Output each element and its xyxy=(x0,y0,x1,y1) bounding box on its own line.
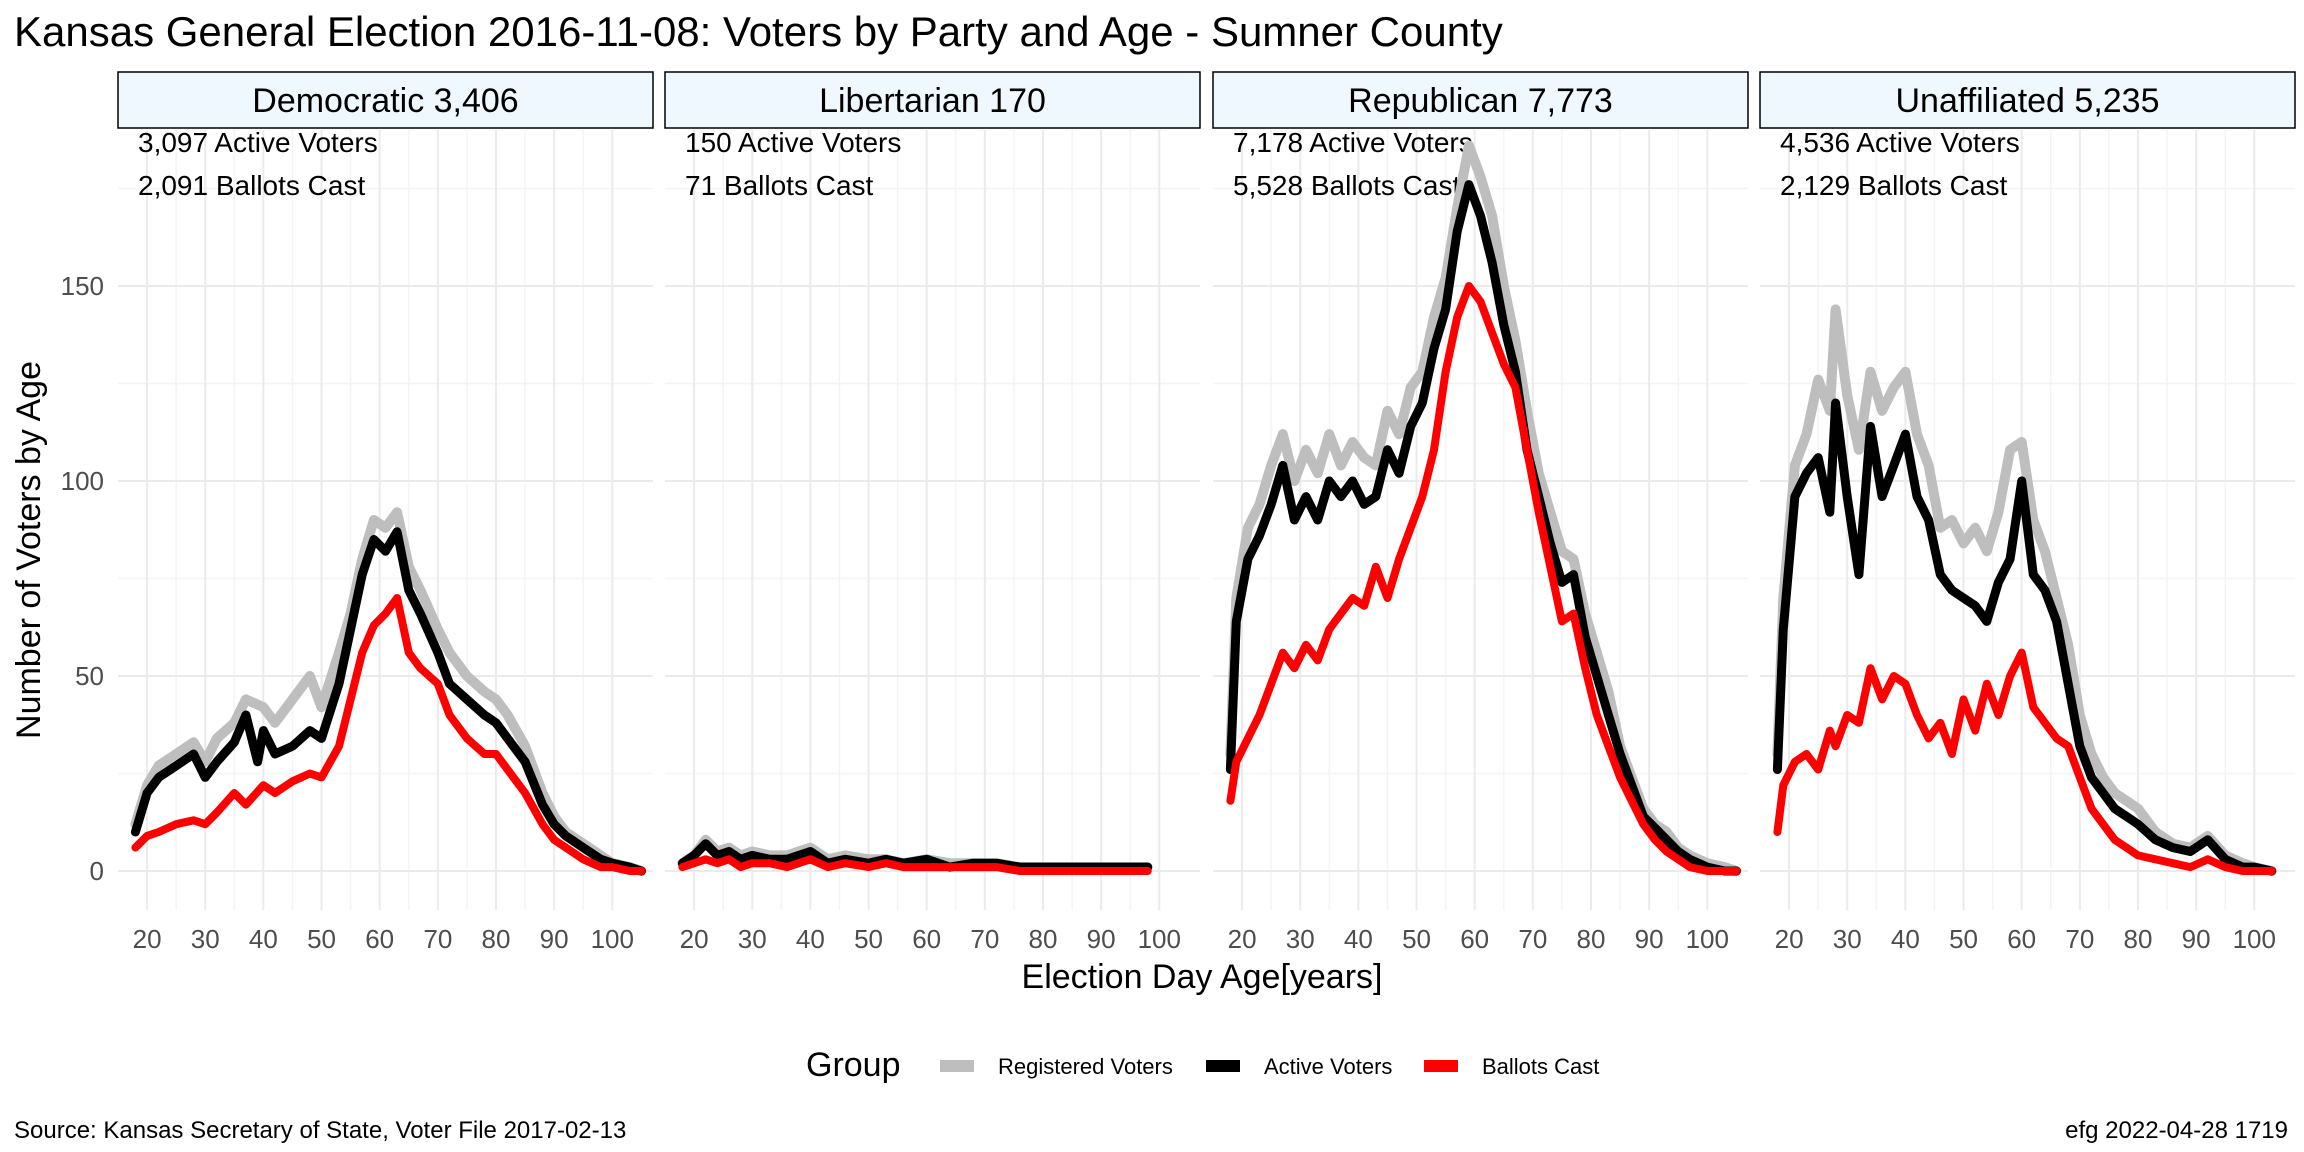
facet-strip-label: Unaffiliated 5,235 xyxy=(1895,82,2159,120)
x-tick-label: 30 xyxy=(1833,924,1862,954)
y-axis-title: Number of Voters by Age xyxy=(10,361,48,739)
series-line-registered-voters xyxy=(1772,304,2277,876)
x-tick-label: 70 xyxy=(423,924,452,954)
x-tick-label: 40 xyxy=(249,924,278,954)
facet-strip xyxy=(117,71,654,129)
legend-label: Ballots Cast xyxy=(1482,1054,1599,1079)
x-tick-label: 20 xyxy=(1775,924,1804,954)
panel-annotation: 5,528 Ballots Cast xyxy=(1233,170,1460,201)
panel-annotation: 2,129 Ballots Cast xyxy=(1780,170,2007,201)
x-tick-label: 60 xyxy=(1460,924,1489,954)
x-tick-label: 30 xyxy=(738,924,767,954)
legend: Group Registered Voters Active Voters Ball… xyxy=(806,1046,1599,1084)
x-tick-label: 60 xyxy=(912,924,941,954)
series-line-active-voters xyxy=(1772,398,2277,876)
x-tick-label: 100 xyxy=(591,924,634,954)
facet-strip-label: Libertarian 170 xyxy=(819,82,1046,120)
x-tick-label: 40 xyxy=(1891,924,1920,954)
panel-annotation: 3,097 Active Voters xyxy=(138,127,378,158)
legend-label: Registered Voters xyxy=(998,1054,1173,1079)
facet-strip xyxy=(664,71,1201,129)
facet-strip-label: Republican 7,773 xyxy=(1348,82,1613,120)
facet-strip xyxy=(1759,71,2296,129)
panel-annotation: 4,536 Active Voters xyxy=(1780,127,2020,158)
x-tick-label: 70 xyxy=(1518,924,1547,954)
timestamp-caption: efg 2022-04-28 1719 xyxy=(2065,1117,2288,1144)
x-tick-label: 20 xyxy=(133,924,162,954)
x-tick-label: 80 xyxy=(1029,924,1058,954)
x-tick-label: 100 xyxy=(1686,924,1729,954)
x-tick-label: 70 xyxy=(970,924,999,954)
x-tick-label: 80 xyxy=(1577,924,1606,954)
x-tick-label: 20 xyxy=(680,924,709,954)
facet-panel-3: Republican 7,773 7,178 Active Voters 5,528… xyxy=(1212,71,1749,954)
panel-annotation: 2,091 Ballots Cast xyxy=(138,170,365,201)
x-tick-label: 80 xyxy=(2124,924,2153,954)
x-tick-label: 100 xyxy=(2233,924,2276,954)
panel-annotation: 71 Ballots Cast xyxy=(685,170,874,201)
facet-panels: Democratic 3,406 3,097 Active Voters 2,091… xyxy=(61,71,2296,954)
facet-strip-label: Democratic 3,406 xyxy=(252,82,518,120)
y-tick-label: 50 xyxy=(75,661,104,691)
series-line-ballots-cast xyxy=(1773,648,2276,875)
x-tick-label: 40 xyxy=(1344,924,1373,954)
series-line-registered-voters xyxy=(1225,140,1742,876)
x-tick-label: 60 xyxy=(2007,924,2036,954)
x-tick-label: 80 xyxy=(482,924,511,954)
x-tick-label: 30 xyxy=(1286,924,1315,954)
source-caption: Source: Kansas Secretary of State, Voter… xyxy=(14,1117,626,1144)
x-tick-label: 90 xyxy=(1087,924,1116,954)
facet-strip xyxy=(1212,71,1749,129)
x-tick-label: 20 xyxy=(1228,924,1257,954)
series-line-ballots-cast xyxy=(678,855,1152,875)
series-line-ballots-cast xyxy=(1226,282,1741,875)
x-tick-label: 90 xyxy=(1635,924,1664,954)
x-axis-title: Election Day Age[years] xyxy=(1022,958,1383,996)
x-tick-label: 50 xyxy=(854,924,883,954)
facet-panel-1: Democratic 3,406 3,097 Active Voters 2,091… xyxy=(117,71,654,954)
panel-annotation: 7,178 Active Voters xyxy=(1233,127,1473,158)
x-tick-label: 40 xyxy=(796,924,825,954)
x-tick-label: 50 xyxy=(1949,924,1978,954)
x-tick-label: 100 xyxy=(1138,924,1181,954)
x-tick-label: 90 xyxy=(540,924,569,954)
facet-panel-4: Unaffiliated 5,235 4,536 Active Voters 2,1… xyxy=(1759,71,2296,954)
series-line-active-voters xyxy=(1225,180,1741,876)
series-line-active-voters xyxy=(130,527,646,876)
y-tick-label: 100 xyxy=(61,466,104,496)
panel-annotation: 150 Active Voters xyxy=(685,127,901,158)
legend-title: Group xyxy=(806,1046,901,1084)
series-line-ballots-cast xyxy=(131,594,646,875)
x-tick-label: 50 xyxy=(1402,924,1431,954)
x-tick-label: 30 xyxy=(191,924,220,954)
x-tick-label: 70 xyxy=(2065,924,2094,954)
x-tick-label: 50 xyxy=(307,924,336,954)
x-tick-label: 90 xyxy=(2182,924,2211,954)
y-tick-label: 150 xyxy=(61,271,104,301)
x-tick-label: 60 xyxy=(365,924,394,954)
legend-label: Active Voters xyxy=(1264,1054,1392,1079)
y-tick-label: 0 xyxy=(90,856,104,886)
facet-panel-2: Libertarian 170 150 Active Voters 71 Ballo… xyxy=(664,71,1201,954)
chart-title: Kansas General Election 2016-11-08: Vote… xyxy=(14,8,1503,55)
